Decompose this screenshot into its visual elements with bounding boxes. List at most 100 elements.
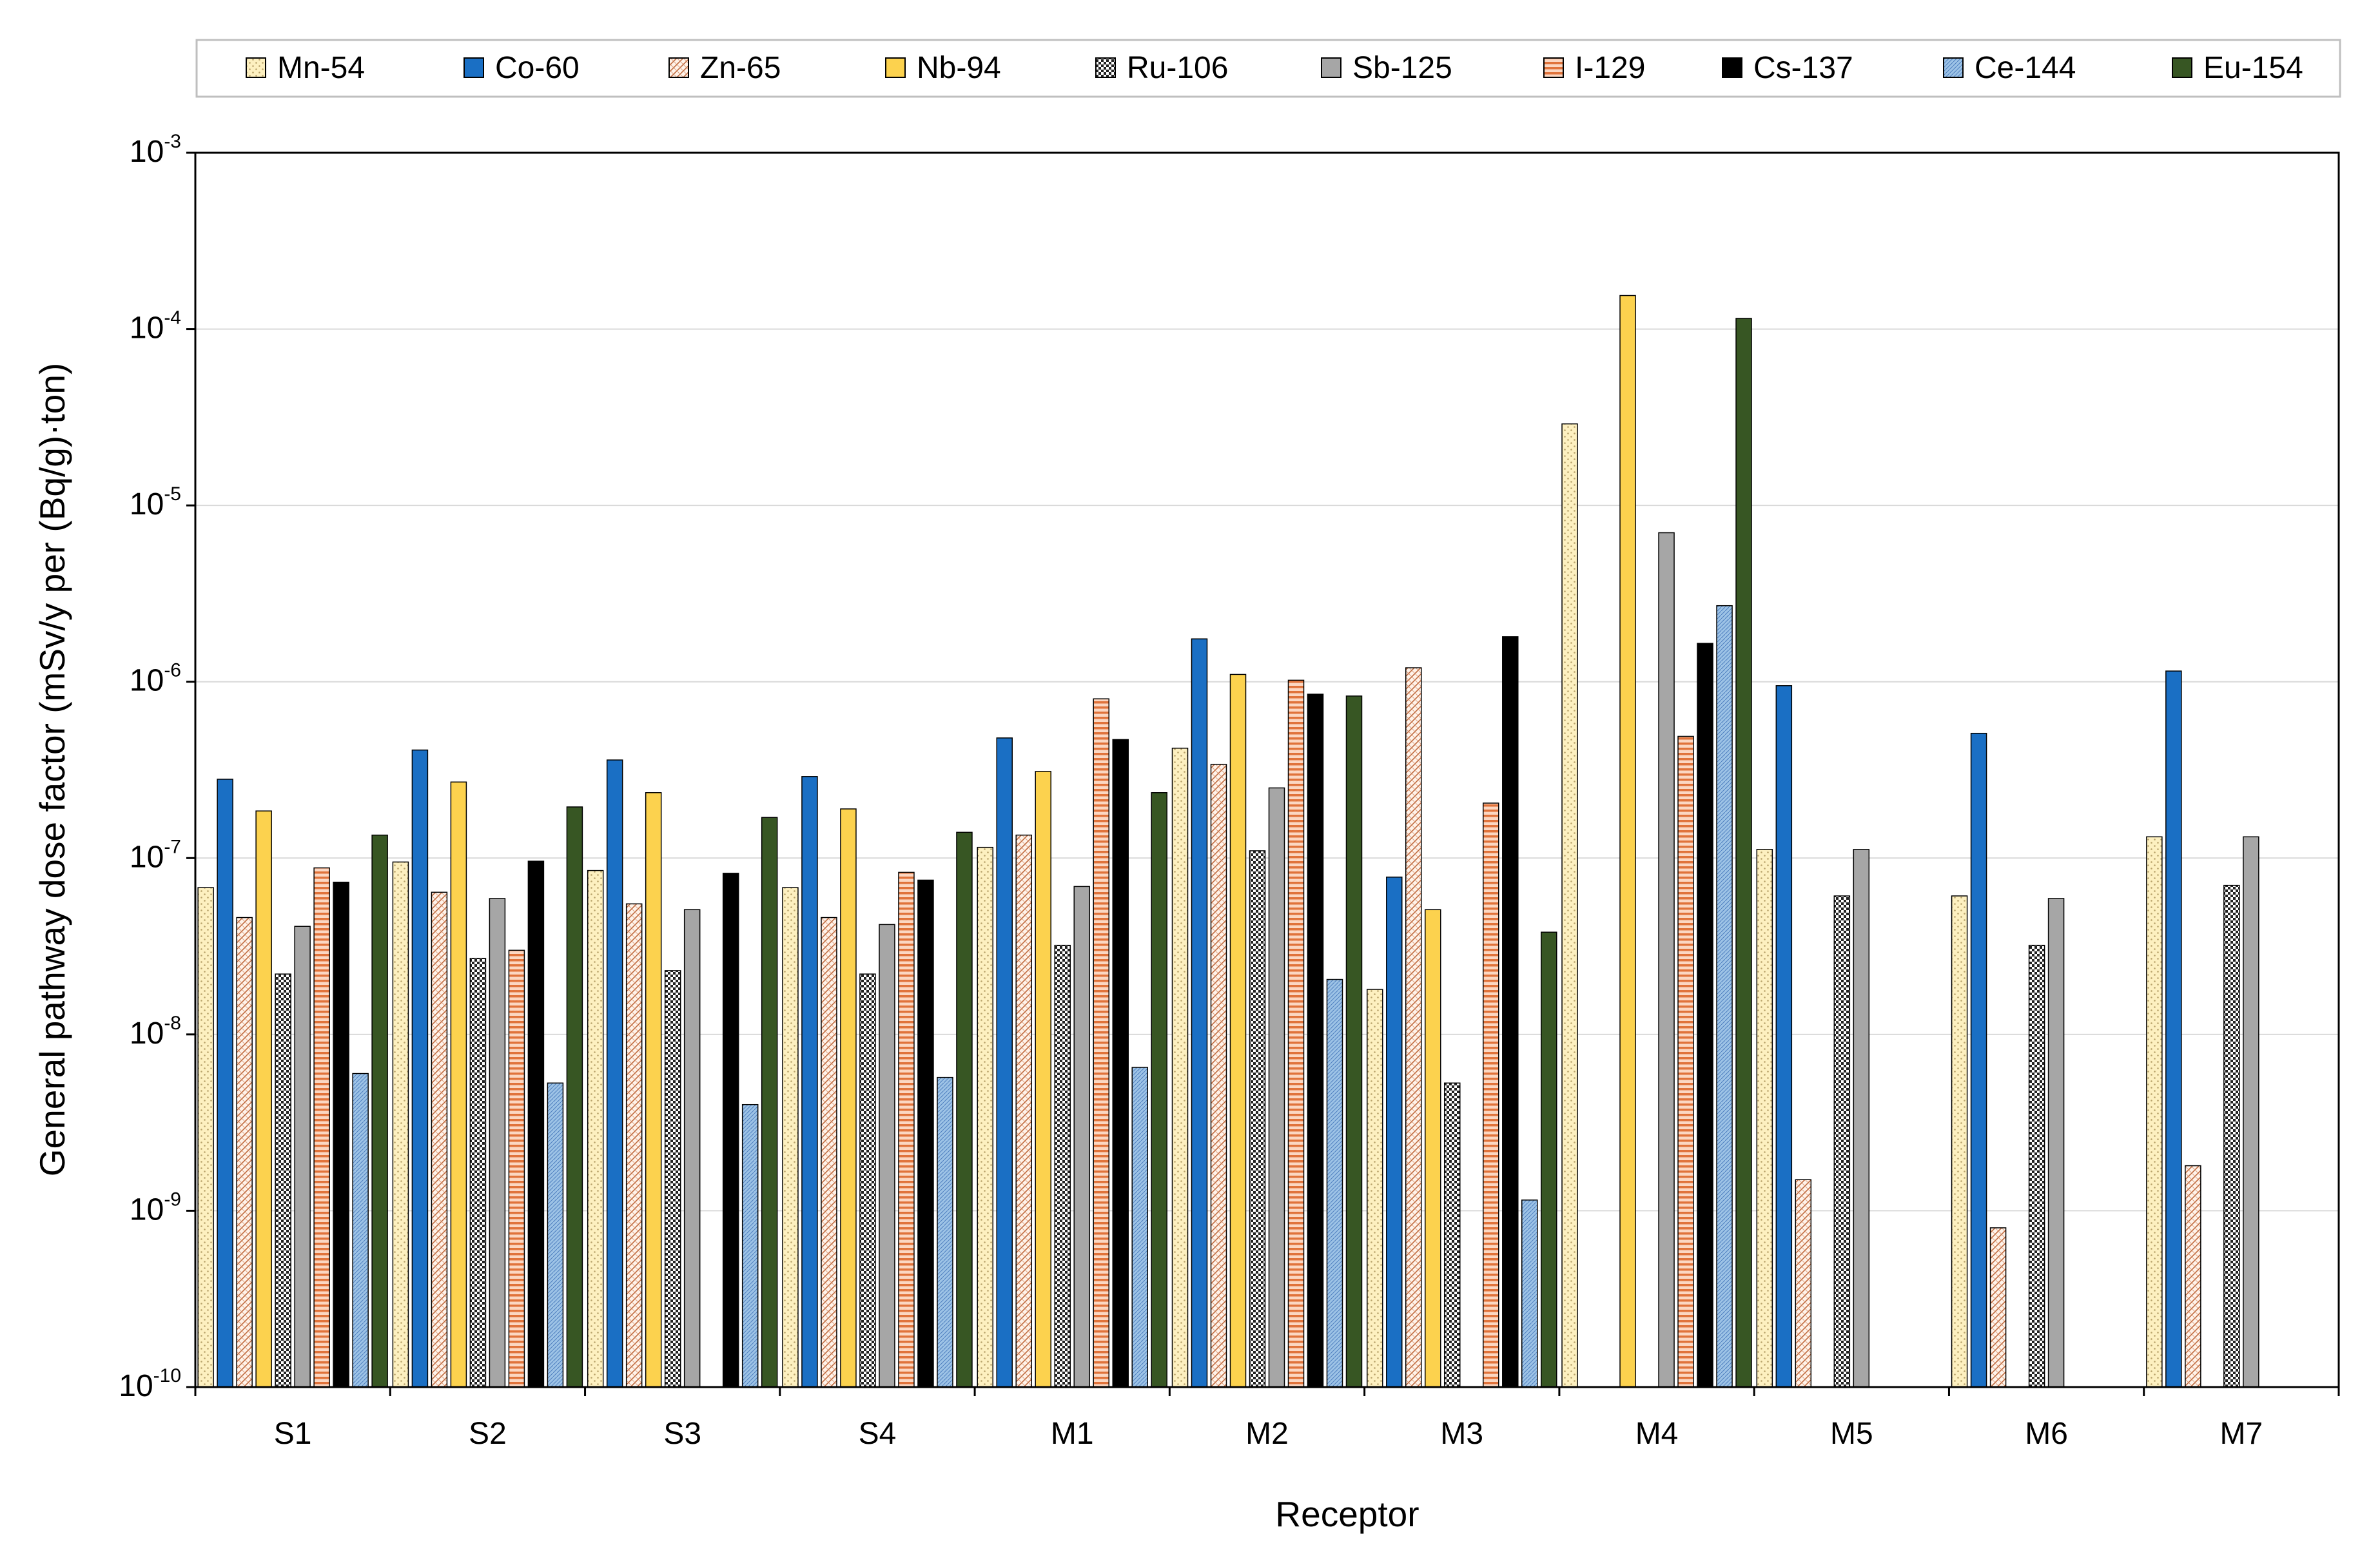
y-tick-base: 10 <box>130 311 164 345</box>
y-tick-label: 10-10 <box>119 1365 181 1403</box>
x-tick-label-m5: M5 <box>1830 1417 1873 1451</box>
y-tick-exponent: -8 <box>164 1013 181 1034</box>
legend-swatch-mn-54 <box>246 57 266 78</box>
y-tick-exponent: -10 <box>153 1365 181 1386</box>
bar-mn-54-s3 <box>587 869 604 1388</box>
legend-swatch-sb-125 <box>1321 57 1341 78</box>
y-tick-base: 10 <box>119 1369 153 1403</box>
bar-ce-144-s4 <box>937 1076 953 1388</box>
bar-ce-144-m4 <box>1716 605 1733 1388</box>
bar-ru-106-m6 <box>2028 944 2045 1388</box>
bar-ru-106-m7 <box>2223 884 2240 1388</box>
bar-zn-65-m2 <box>1210 764 1227 1388</box>
y-tick-label: 10-6 <box>130 660 181 698</box>
bar-zn-65-m7 <box>2185 1165 2201 1388</box>
bar-eu-154-s1 <box>371 834 388 1388</box>
bar-cs-137-m2 <box>1307 694 1324 1388</box>
bar-co-60-m7 <box>2165 670 2182 1388</box>
y-tick-label: 10-4 <box>130 307 181 345</box>
y-tick-exponent: -5 <box>164 483 181 505</box>
y-tick-base: 10 <box>130 135 164 169</box>
bar-nb-94-m1 <box>1035 771 1051 1388</box>
bar-nb-94-s3 <box>645 792 662 1388</box>
x-tick-label-s4: S4 <box>859 1417 897 1451</box>
legend-swatch-ru-106 <box>1095 57 1116 78</box>
bar-cs-137-s4 <box>917 879 934 1388</box>
bar-mn-54-m5 <box>1756 849 1773 1388</box>
legend-swatch-i-129 <box>1543 57 1564 78</box>
bar-co-60-s3 <box>606 759 623 1388</box>
bar-i-129-s2 <box>508 949 525 1388</box>
bar-zn-65-m3 <box>1405 667 1422 1388</box>
legend-label-sb-125: Sb-125 <box>1352 51 1452 85</box>
bar-i-129-m4 <box>1677 735 1694 1388</box>
legend-items: Mn-54 Co-60 Zn-65 Nb-94 Ru-106 Sb-125 I-129 Cs-… <box>246 51 2303 85</box>
bar-i-129-s4 <box>898 871 915 1388</box>
bar-eu-154-s4 <box>956 831 973 1388</box>
bar-sb-125-s3 <box>683 909 701 1388</box>
bar-zn-65-s2 <box>431 891 448 1388</box>
legend-label-ru-106: Ru-106 <box>1127 51 1228 85</box>
bar-i-129-m2 <box>1287 679 1305 1388</box>
bar-co-60-m1 <box>996 737 1013 1388</box>
bar-sb-125-m1 <box>1073 886 1090 1388</box>
bar-ru-106-s2 <box>469 958 487 1388</box>
legend-label-ce-144: Ce-144 <box>1975 51 2076 85</box>
x-tick-label-m6: M6 <box>2025 1417 2068 1451</box>
bar-i-129-m3 <box>1483 802 1499 1388</box>
legend-swatch-nb-94 <box>885 57 906 78</box>
bar-zn-65-m1 <box>1015 834 1032 1388</box>
bar-co-60-s2 <box>411 749 429 1388</box>
y-tick-exponent: -6 <box>164 660 181 681</box>
x-tick-label-s3: S3 <box>663 1417 701 1451</box>
x-tick-label-s1: S1 <box>274 1417 312 1451</box>
y-tick-exponent: -4 <box>164 307 181 329</box>
bar-nb-94-s4 <box>840 808 857 1388</box>
bar-cs-137-m3 <box>1502 636 1519 1388</box>
y-tick-base: 10 <box>130 664 164 698</box>
x-axis-title: Receptor <box>1275 1494 1419 1534</box>
legend-swatch-eu-154 <box>2172 57 2192 78</box>
bar-mn-54-s2 <box>392 861 409 1388</box>
plot-area-frame <box>194 151 2340 1388</box>
y-tick-exponent: -9 <box>164 1189 181 1210</box>
bar-mn-54-m4 <box>1561 423 1578 1388</box>
bar-sb-125-m7 <box>2243 836 2259 1388</box>
y-axis-title: General pathway dose factor (mSv/y per (… <box>32 363 72 1176</box>
x-axis: S1 S2 S3 S4 M1 M2 M3 M4 M5 M6 M7 <box>194 1387 2340 1451</box>
legend-swatch-co-60 <box>463 57 484 78</box>
y-tick-label: 10-8 <box>130 1013 181 1051</box>
bar-mn-54-m7 <box>2146 836 2163 1388</box>
bar-sb-125-m5 <box>1853 849 1870 1388</box>
x-tick-label-m2: M2 <box>1245 1417 1289 1451</box>
legend-swatch-zn-65 <box>668 57 689 78</box>
y-tick-label: 10-3 <box>130 131 181 169</box>
x-tick-label-s2: S2 <box>469 1417 507 1451</box>
bar-eu-154-s3 <box>761 817 778 1388</box>
bar-eu-154-m3 <box>1541 931 1557 1388</box>
legend-swatch-cs-137 <box>1722 57 1742 78</box>
y-tick-base: 10 <box>130 1016 164 1051</box>
bar-zn-65-s4 <box>821 917 837 1388</box>
bar-sb-125-s4 <box>879 924 895 1388</box>
bar-ru-106-s4 <box>859 973 876 1388</box>
bar-nb-94-m2 <box>1229 674 1247 1388</box>
bar-sb-125-s2 <box>489 898 506 1388</box>
bar-mn-54-s4 <box>782 887 799 1388</box>
bar-cs-137-s1 <box>333 881 349 1388</box>
bar-zn-65-m5 <box>1795 1179 1812 1388</box>
y-tick-base: 10 <box>130 840 164 874</box>
x-tick-label-m1: M1 <box>1051 1417 1094 1451</box>
bar-ru-106-m1 <box>1054 944 1071 1388</box>
bar-ce-144-m3 <box>1521 1199 1538 1388</box>
bar-co-60-m3 <box>1386 877 1403 1388</box>
bar-mn-54-m3 <box>1367 989 1383 1388</box>
bar-sb-125-s1 <box>294 926 311 1388</box>
bar-eu-154-m2 <box>1345 695 1363 1388</box>
bar-zn-65-m6 <box>1989 1227 2007 1388</box>
bar-co-60-s4 <box>801 776 818 1388</box>
legend-label-cs-137: Cs-137 <box>1753 51 1853 85</box>
bar-co-60-s1 <box>217 779 233 1388</box>
